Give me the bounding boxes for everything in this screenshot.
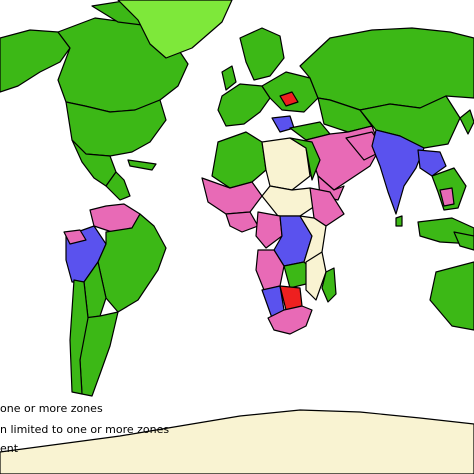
region-cuba — [127, 159, 157, 171]
region-south-africa — [267, 305, 313, 335]
region-madagascar — [321, 267, 337, 303]
region-sri-lanka — [395, 215, 403, 227]
region-peru-north — [63, 229, 87, 245]
region-east-europe — [261, 71, 319, 113]
legend-line-1: one or more zones — [0, 402, 103, 415]
region-egypt-libya — [289, 137, 321, 181]
region-alaska — [0, 29, 71, 93]
region-japan — [459, 109, 474, 135]
region-central-america — [105, 171, 131, 201]
region-south-asia-east — [417, 149, 447, 177]
region-greenland — [117, 0, 233, 59]
region-india — [371, 129, 425, 215]
region-scandinavia — [239, 27, 285, 81]
region-antarctica — [0, 409, 474, 474]
region-thailand-area — [439, 187, 455, 207]
region-sahel-east — [261, 185, 319, 217]
region-chile — [69, 279, 89, 395]
region-new-guinea — [453, 231, 474, 251]
region-poland-ukraine — [279, 91, 299, 107]
region-west-europe — [217, 83, 271, 127]
legend-line-2: n limited to one or more zones — [0, 423, 170, 436]
region-central-africa — [255, 211, 283, 249]
region-north-africa-west — [211, 131, 267, 189]
legend-line-3: ent — [0, 442, 19, 455]
region-brazil — [97, 213, 167, 313]
region-australia — [429, 261, 474, 331]
region-uk — [221, 65, 237, 91]
region-mozambique — [305, 251, 327, 301]
region-west-africa-coast — [225, 211, 259, 233]
region-horn-africa — [309, 187, 345, 227]
region-sahel-west — [201, 177, 263, 215]
